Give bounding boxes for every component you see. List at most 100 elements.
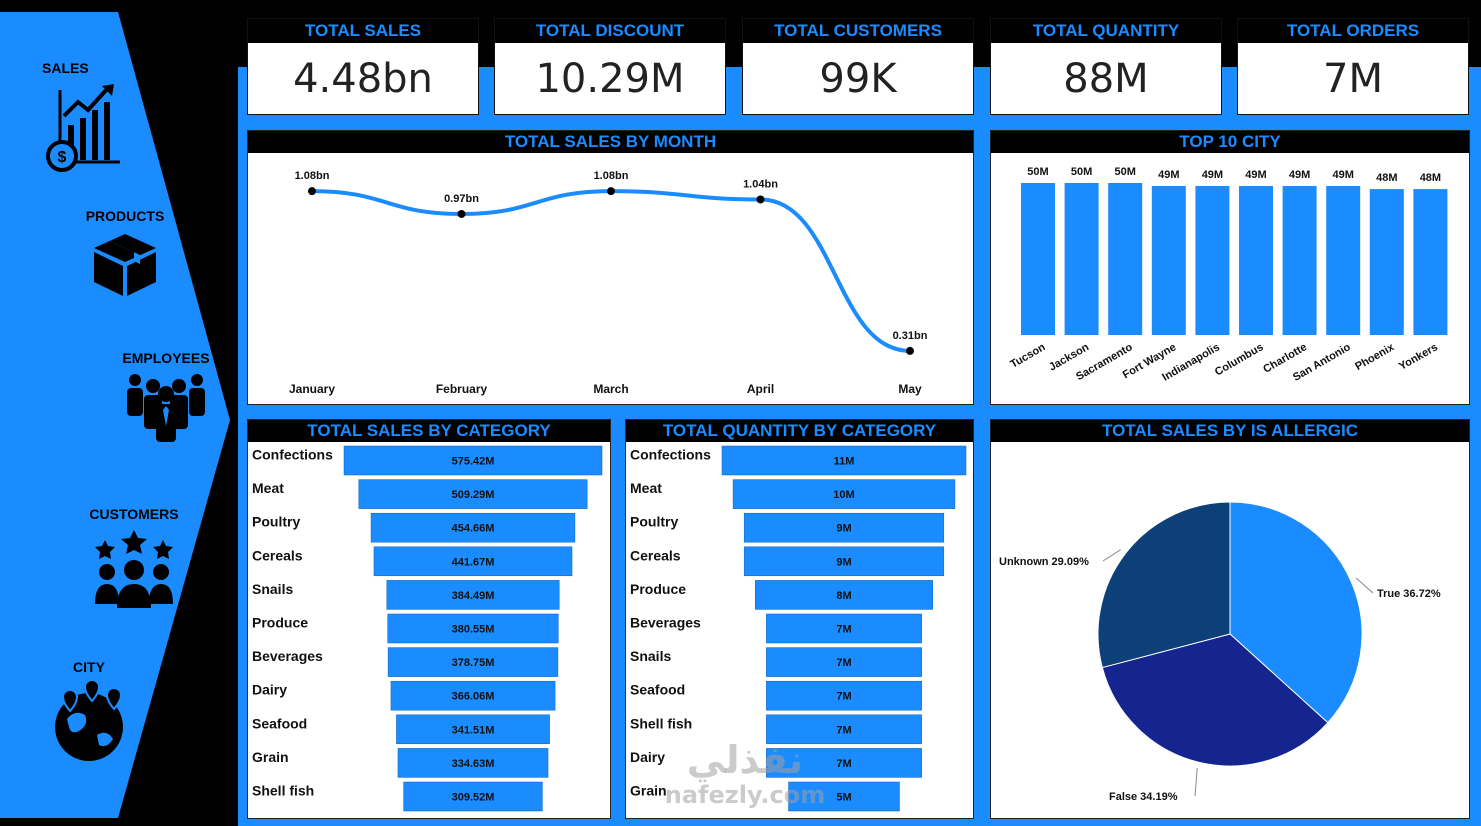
x-tick-label: March bbox=[593, 382, 628, 396]
category-bar-label: 9M bbox=[836, 556, 851, 568]
nav-city[interactable]: CITY bbox=[46, 659, 132, 763]
panel-quantity-by-category: TOTAL QUANTITY BY CATEGORY 11M Confection… bbox=[625, 419, 974, 819]
kpi-total-discount: TOTAL DISCOUNT 10.29M bbox=[494, 18, 726, 115]
category-bar-label: 384.49M bbox=[452, 590, 495, 602]
sales-by-allergic-pie: True 36.72% False 34.19% Unknown 29.09% bbox=[999, 501, 1441, 803]
category-bar bbox=[396, 714, 550, 745]
category-bar-label: 341.51M bbox=[452, 724, 495, 736]
category-name: Poultry bbox=[630, 514, 678, 530]
city-tick-label: Columbus bbox=[1213, 341, 1266, 378]
city-bar-label: 50M bbox=[1027, 166, 1048, 178]
category-name: Dairy bbox=[252, 682, 287, 698]
category-name: Cereals bbox=[630, 547, 681, 563]
category-bar bbox=[397, 748, 549, 778]
category-bar-label: 509.29M bbox=[452, 489, 495, 501]
category-bar-label: 7M bbox=[836, 657, 851, 669]
top-city-chart: 50MTucson50MJackson50MSacramento49MFort … bbox=[1008, 166, 1448, 384]
nav-customers[interactable]: CUSTOMERS bbox=[86, 506, 182, 610]
watermark-arabic: نفذلي bbox=[686, 738, 804, 782]
nav-city-label: CITY bbox=[73, 659, 105, 675]
panel-sales-by-month: TOTAL SALES BY MONTH 1.08bn January 0.97bn… bbox=[247, 130, 974, 405]
category-bar bbox=[403, 781, 543, 812]
category-bar-label: 441.67M bbox=[452, 556, 495, 568]
category-bar-label: 7M bbox=[836, 691, 851, 703]
category-name: Confections bbox=[630, 447, 711, 463]
kpi-value: 7M bbox=[1323, 56, 1383, 102]
sidebar-nav: SUMMARY SALES $ PRODUCTS EMPLOYEES bbox=[0, 0, 240, 826]
city-tick-label: Phoenix bbox=[1353, 341, 1397, 373]
category-bar bbox=[390, 680, 556, 711]
category-bar-label: 5M bbox=[836, 792, 851, 804]
x-tick-label: January bbox=[289, 382, 335, 396]
data-point bbox=[457, 209, 466, 218]
city-bar bbox=[1369, 189, 1404, 335]
nav-employees[interactable]: EMPLOYEES bbox=[118, 350, 214, 444]
kpi-title: TOTAL SALES bbox=[248, 19, 478, 43]
kpi-title: TOTAL DISCOUNT bbox=[495, 19, 725, 43]
category-bar-label: 7M bbox=[836, 724, 851, 736]
category-bar-label: 10M bbox=[833, 489, 854, 501]
category-name: Produce bbox=[252, 615, 308, 631]
category-bar-label: 378.75M bbox=[452, 657, 495, 669]
category-bar-label: 7M bbox=[836, 624, 851, 636]
nav-sales[interactable]: SALES $ bbox=[30, 60, 130, 172]
city-bar bbox=[1064, 183, 1099, 335]
category-name: Grain bbox=[252, 749, 289, 765]
panel-sales-by-allergic: TOTAL SALES BY IS ALLERGIC True 36.72% Fa… bbox=[990, 419, 1470, 819]
nav-products[interactable]: PRODUCTS bbox=[80, 208, 170, 298]
category-bar-label: 334.63M bbox=[452, 758, 495, 770]
pie-slice-label: True 36.72% bbox=[1377, 588, 1441, 600]
category-bar bbox=[387, 613, 559, 644]
category-name: Beverages bbox=[252, 648, 323, 664]
data-point bbox=[607, 187, 615, 196]
category-name: Seafood bbox=[252, 715, 307, 731]
category-bar bbox=[743, 546, 945, 577]
city-bar-label: 50M bbox=[1114, 166, 1135, 178]
category-bar bbox=[343, 445, 603, 476]
kpi-value: 99K bbox=[819, 56, 897, 102]
category-bar bbox=[788, 781, 900, 812]
kpi-total-customers: TOTAL CUSTOMERS 99K bbox=[742, 18, 974, 115]
category-name: Seafood bbox=[630, 682, 685, 698]
category-bar bbox=[766, 680, 922, 711]
team-icon bbox=[127, 374, 205, 442]
category-bar bbox=[766, 613, 922, 644]
chart-title: TOTAL SALES BY IS ALLERGIC bbox=[991, 420, 1469, 442]
category-bar-label: 7M bbox=[836, 758, 851, 770]
kpi-title: TOTAL ORDERS bbox=[1238, 19, 1468, 43]
data-label: 1.04bn bbox=[743, 178, 778, 190]
chart-title: TOTAL SALES BY CATEGORY bbox=[248, 420, 610, 442]
category-name: Produce bbox=[630, 581, 686, 597]
kpi-total-orders: TOTAL ORDERS 7M bbox=[1237, 18, 1469, 115]
category-bar bbox=[358, 479, 588, 509]
category-name: Dairy bbox=[630, 749, 665, 765]
kpi-title: TOTAL QUANTITY bbox=[991, 19, 1221, 43]
category-bar bbox=[732, 479, 956, 509]
data-label: 0.97bn bbox=[444, 193, 479, 205]
series-line bbox=[311, 189, 911, 353]
pie-slice bbox=[1097, 501, 1231, 669]
city-bar bbox=[1021, 183, 1055, 335]
city-bar bbox=[1151, 186, 1186, 335]
category-name: Meat bbox=[630, 480, 662, 496]
data-point bbox=[756, 195, 765, 204]
watermark: نفذلي nafezly.com bbox=[655, 738, 835, 808]
customers-stars-icon bbox=[95, 530, 173, 608]
chart-title: TOP 10 CITY bbox=[991, 131, 1469, 153]
city-bar bbox=[1195, 186, 1230, 335]
kpi-value: 10.29M bbox=[535, 56, 685, 102]
data-point bbox=[308, 187, 316, 196]
pie-leader-line bbox=[1194, 768, 1198, 797]
kpi-total-quantity: TOTAL QUANTITY 88M bbox=[990, 18, 1222, 115]
pie-slice-label: Unknown 29.09% bbox=[999, 556, 1089, 568]
category-bar bbox=[766, 748, 922, 778]
pie-leader-line bbox=[1355, 577, 1374, 594]
category-name: Confections bbox=[252, 447, 333, 463]
city-tick-label: Yonkers bbox=[1397, 341, 1440, 373]
category-bar-label: 309.52M bbox=[452, 792, 495, 804]
category-name: Grain bbox=[630, 783, 667, 799]
nav-sales-label: SALES bbox=[42, 60, 89, 76]
panel-sales-by-category: TOTAL SALES BY CATEGORY 575.42M Confectio… bbox=[247, 419, 611, 819]
summary-title: SUMMARY bbox=[19, 273, 75, 535]
category-bar-label: 380.55M bbox=[452, 624, 495, 636]
